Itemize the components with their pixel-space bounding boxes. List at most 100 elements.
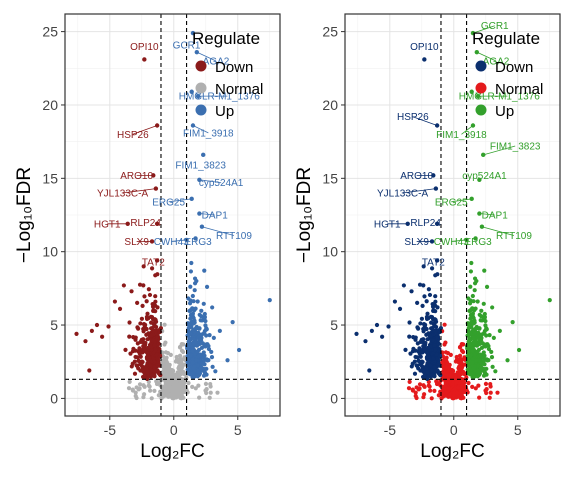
data-point bbox=[446, 386, 451, 391]
gene-label: YLR-M1_1376 bbox=[195, 92, 260, 103]
data-point bbox=[487, 333, 492, 338]
data-point bbox=[144, 326, 149, 332]
plot-frame bbox=[344, 13, 561, 417]
data-point bbox=[406, 386, 412, 391]
data-point bbox=[480, 341, 486, 346]
data-point bbox=[191, 321, 196, 326]
data-point bbox=[425, 311, 430, 316]
gene-label: RTT109 bbox=[496, 231, 532, 242]
data-point bbox=[188, 316, 193, 321]
data-point bbox=[172, 390, 177, 395]
data-point bbox=[401, 283, 406, 288]
data-point bbox=[427, 333, 432, 338]
data-point bbox=[436, 341, 441, 347]
data-point bbox=[471, 366, 476, 371]
data-point bbox=[179, 384, 184, 389]
data-point bbox=[482, 353, 487, 358]
data-point bbox=[198, 366, 204, 371]
data-point bbox=[424, 326, 429, 332]
data-point bbox=[207, 395, 212, 400]
data-point bbox=[146, 287, 151, 292]
data-point bbox=[152, 343, 157, 348]
data-point bbox=[412, 371, 418, 376]
gene-label: FIM1_3918 bbox=[183, 128, 234, 139]
data-point bbox=[202, 353, 207, 358]
data-point bbox=[187, 331, 192, 337]
data-point bbox=[190, 360, 195, 365]
y-tick-label: 10 bbox=[42, 244, 58, 260]
data-point bbox=[380, 334, 385, 339]
data-point bbox=[188, 269, 194, 274]
data-point bbox=[467, 331, 472, 337]
data-point bbox=[184, 388, 189, 393]
data-point bbox=[194, 324, 199, 330]
data-point bbox=[473, 339, 478, 345]
gene-point bbox=[189, 89, 194, 94]
data-point bbox=[179, 361, 184, 366]
data-point bbox=[433, 294, 438, 299]
data-point bbox=[153, 317, 158, 323]
data-point bbox=[462, 357, 467, 362]
data-point bbox=[459, 361, 464, 366]
data-point bbox=[462, 372, 467, 377]
data-point bbox=[140, 303, 145, 308]
legend-key bbox=[475, 60, 487, 72]
gene-label-connector bbox=[451, 198, 472, 203]
data-point bbox=[429, 368, 434, 373]
gene-label: YJL133C-A bbox=[97, 188, 148, 199]
data-point bbox=[187, 340, 192, 346]
data-point bbox=[153, 328, 158, 334]
x-tick-label: 5 bbox=[234, 422, 242, 438]
data-point bbox=[166, 378, 171, 384]
data-point bbox=[413, 393, 418, 399]
data-point bbox=[411, 346, 416, 352]
data-point bbox=[139, 316, 145, 321]
data-point bbox=[128, 351, 133, 356]
gene-label: AGA2 bbox=[483, 56, 510, 67]
data-point bbox=[421, 264, 426, 269]
data-point bbox=[424, 316, 430, 321]
data-point bbox=[454, 380, 459, 385]
data-point bbox=[151, 308, 156, 313]
data-point bbox=[447, 373, 452, 378]
data-point bbox=[156, 361, 161, 366]
data-point bbox=[469, 260, 474, 266]
data-point bbox=[448, 352, 453, 357]
data-point bbox=[410, 361, 415, 366]
data-point bbox=[129, 289, 134, 294]
data-point bbox=[421, 337, 426, 342]
data-point bbox=[147, 384, 152, 389]
data-point bbox=[467, 301, 473, 306]
data-point bbox=[452, 387, 457, 392]
data-point bbox=[422, 347, 427, 352]
gene-label-connector bbox=[168, 198, 192, 203]
data-point bbox=[418, 360, 423, 365]
data-point bbox=[186, 361, 191, 367]
data-point bbox=[138, 339, 143, 344]
data-point bbox=[152, 364, 157, 370]
data-point bbox=[127, 320, 132, 325]
data-point bbox=[470, 384, 475, 390]
data-point bbox=[437, 381, 442, 386]
data-point bbox=[474, 324, 479, 330]
data-point bbox=[424, 299, 429, 304]
data-point bbox=[426, 354, 431, 359]
data-point bbox=[178, 376, 184, 381]
data-point bbox=[482, 311, 487, 317]
data-point bbox=[187, 301, 193, 306]
gene-label-connector bbox=[479, 213, 495, 216]
gene-label: RLP24 bbox=[130, 218, 161, 229]
data-point bbox=[443, 390, 449, 395]
legend-entry: Up bbox=[215, 103, 234, 120]
data-point bbox=[473, 386, 478, 391]
data-point bbox=[442, 322, 447, 327]
data-point bbox=[210, 305, 215, 310]
data-point bbox=[148, 314, 154, 319]
data-point bbox=[418, 339, 423, 344]
legend: Regulate Down Normal Up bbox=[192, 29, 263, 120]
data-point bbox=[433, 328, 438, 334]
data-point bbox=[193, 306, 198, 311]
legend-entry: Normal bbox=[215, 81, 263, 98]
data-point bbox=[425, 369, 430, 375]
y-tick-label: 5 bbox=[330, 317, 338, 333]
